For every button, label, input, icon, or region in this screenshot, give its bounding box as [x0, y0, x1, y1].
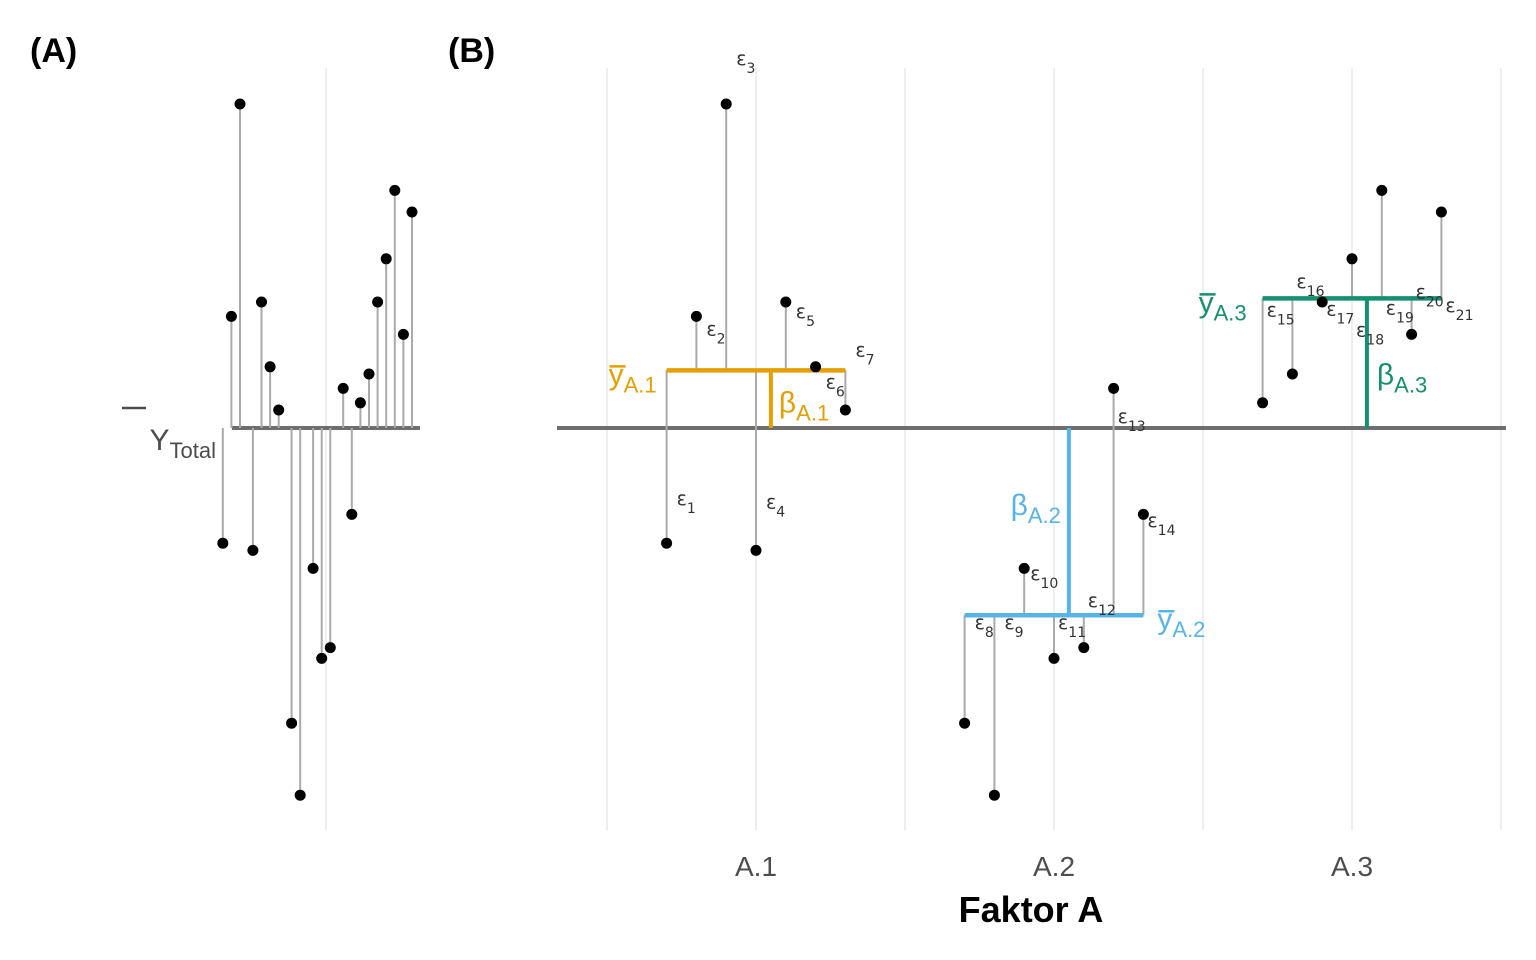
- epsilon-label-18: ε18: [1356, 319, 1384, 348]
- point-A.3-3: [1316, 296, 1328, 308]
- mean-label-A.3: yA.3: [1199, 286, 1247, 325]
- panel-b-label: (B): [448, 32, 495, 70]
- y-total-label: YTotal: [150, 424, 217, 463]
- epsilon-label-6: ε6: [826, 371, 845, 400]
- x-tick-label-A.3: A.3: [1331, 851, 1373, 882]
- labels: YTotal A.1 A.2 A.3 ε1 ε2 ε3 ε4 ε5 ε6 ε7 yA.1 βA.1 ε8 ε…: [122, 48, 1474, 882]
- panel-a-point-8: [286, 717, 298, 729]
- point-A.3-4: [1346, 253, 1358, 265]
- x-axis-title: Faktor A: [959, 889, 1104, 930]
- mean-label-A.1: yA.1: [609, 358, 657, 397]
- point-A.3-1: [1257, 397, 1269, 409]
- point-A.1-6: [810, 361, 822, 373]
- data-points: [217, 98, 1447, 801]
- panel-a-point-1: [217, 537, 229, 549]
- panel-a-point-15: [354, 397, 366, 409]
- point-A.1-5: [780, 296, 792, 308]
- epsilon-label-1: ε1: [677, 488, 696, 517]
- point-A.2-7: [1137, 508, 1149, 520]
- effect-label-A.3: βA.3: [1377, 358, 1427, 397]
- mean-label-A.2: yA.2: [1157, 603, 1205, 642]
- grid-lines: [325, 68, 1502, 830]
- epsilon-label-12: ε12: [1088, 590, 1116, 619]
- epsilon-label-4: ε4: [766, 491, 785, 520]
- effect-label-A.1: βA.1: [779, 386, 829, 425]
- epsilon-label-7: ε7: [855, 339, 874, 368]
- epsilon-label-9: ε9: [1004, 612, 1023, 641]
- panel-a-point-5: [256, 296, 267, 308]
- panel-a-point-18: [380, 253, 392, 265]
- x-tick-label-A.2: A.2: [1033, 851, 1075, 882]
- residual-stems: [221, 104, 1443, 796]
- point-A.2-6: [1108, 382, 1120, 394]
- point-A.1-4: [750, 544, 762, 556]
- point-A.2-1: [959, 717, 971, 729]
- panel-a-point-10: [307, 562, 319, 574]
- panel-a-point-9: [294, 789, 306, 801]
- panel-a-point-11: [316, 652, 328, 664]
- panel-a-point-3: [234, 98, 246, 110]
- panel-a-point-4: [247, 544, 259, 556]
- point-A.2-5: [1078, 642, 1090, 654]
- panel-a-point-7: [273, 404, 285, 416]
- point-A.2-4: [1048, 652, 1060, 664]
- panel-a-point-12: [324, 642, 336, 654]
- panel-a-point-13: [337, 382, 349, 394]
- panel-a-point-19: [389, 184, 401, 196]
- x-tick-label-A.1: A.1: [735, 851, 777, 882]
- epsilon-label-14: ε14: [1147, 510, 1175, 539]
- panel-a-point-20: [397, 328, 409, 340]
- point-A.3-6: [1406, 328, 1418, 340]
- epsilon-label-8: ε8: [975, 612, 994, 641]
- group-means: [666, 296, 1442, 618]
- epsilon-label-11: ε11: [1058, 612, 1086, 641]
- epsilon-label-15: ε15: [1267, 300, 1295, 329]
- panel-a-label: (A): [30, 32, 77, 70]
- point-A.3-7: [1435, 206, 1447, 218]
- epsilon-label-3: ε3: [736, 48, 755, 77]
- panel-a-point-14: [346, 508, 358, 520]
- epsilon-label-13: ε13: [1118, 406, 1146, 435]
- panel-a-point-21: [406, 206, 418, 218]
- point-A.2-3: [1018, 562, 1030, 574]
- effect-label-A.2: βA.2: [1011, 489, 1061, 528]
- point-A.1-7: [839, 404, 851, 416]
- epsilon-label-5: ε5: [796, 301, 815, 330]
- epsilon-label-17: ε17: [1326, 298, 1354, 327]
- point-A.1-3: [720, 98, 732, 110]
- point-A.3-2: [1286, 368, 1298, 380]
- epsilon-label-2: ε2: [706, 318, 725, 347]
- panel-a-point-2: [225, 310, 237, 322]
- point-A.1-1: [661, 537, 673, 549]
- epsilon-label-10: ε10: [1030, 563, 1058, 592]
- epsilon-label-19: ε19: [1386, 297, 1414, 326]
- panel-a-point-16: [363, 368, 375, 380]
- epsilon-label-21: ε21: [1445, 295, 1473, 324]
- point-A.3-5: [1376, 184, 1388, 196]
- point-A.2-2: [988, 789, 1000, 801]
- point-A.1-2: [690, 310, 702, 322]
- panel-a-point-6: [264, 361, 276, 373]
- epsilon-label-16: ε16: [1296, 271, 1324, 300]
- epsilon-label-20: ε20: [1416, 281, 1444, 310]
- panel-a-point-17: [372, 296, 384, 308]
